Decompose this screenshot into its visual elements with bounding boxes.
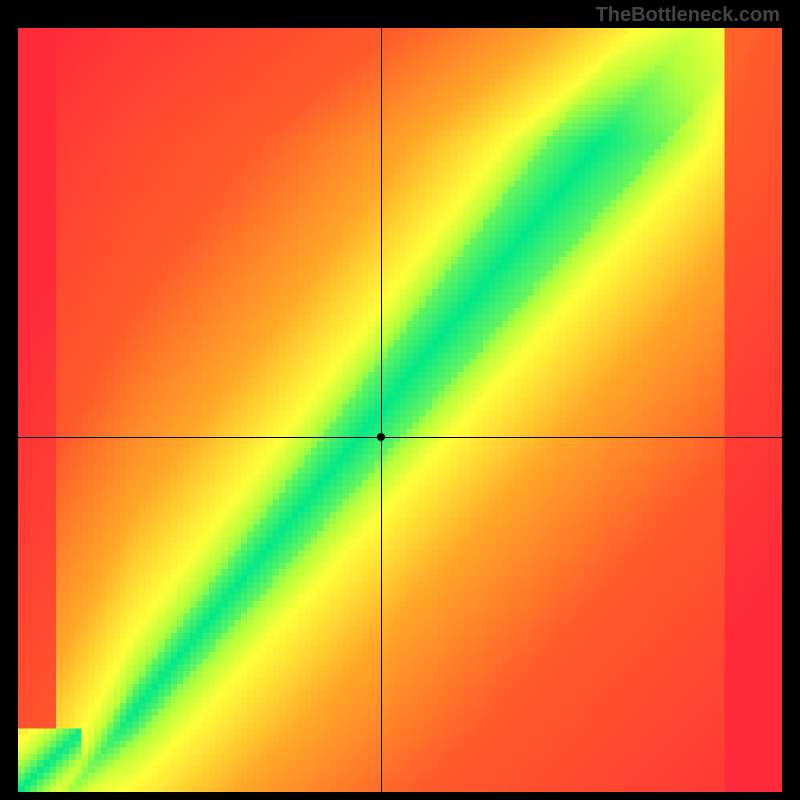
plot-area [18,28,782,792]
watermark-label: TheBottleneck.com [596,4,780,27]
heatmap-canvas [18,28,782,792]
crosshair-vertical [381,28,382,792]
chart-container: TheBottleneck.com [0,0,800,800]
crosshair-horizontal [18,437,782,438]
marker-point [377,433,385,441]
